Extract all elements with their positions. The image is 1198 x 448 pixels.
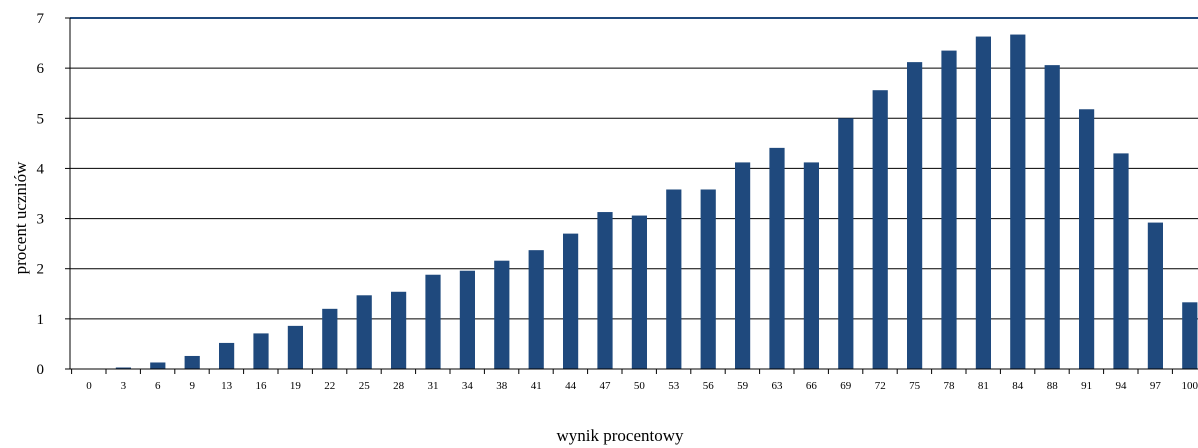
gridlines: [70, 17, 1198, 320]
x-tick-label: 16: [256, 380, 268, 392]
bar: [666, 189, 682, 369]
y-tick-label: 0: [37, 362, 45, 378]
bar: [735, 162, 751, 369]
x-tick-label: 13: [221, 380, 233, 392]
bar: [597, 212, 613, 369]
y-tick-label: 1: [37, 312, 45, 328]
bar: [528, 250, 544, 369]
y-tick-label: 6: [37, 61, 45, 77]
bar: [563, 233, 579, 369]
bar: [872, 90, 888, 369]
x-tick-label: 59: [737, 380, 749, 392]
y-tick-label: 2: [37, 262, 45, 278]
bar: [184, 355, 200, 369]
bar: [494, 260, 510, 369]
bar: [1044, 65, 1060, 370]
bars: [115, 34, 1198, 370]
x-tick-label: 28: [393, 380, 405, 392]
bar: [838, 118, 854, 370]
y-tick-label: 7: [37, 11, 45, 27]
x-tick-label: 100: [1182, 380, 1198, 392]
x-tick-label: 84: [1012, 380, 1024, 392]
bar: [391, 291, 407, 369]
x-tick-label: 97: [1150, 380, 1162, 392]
x-tick-label: 50: [634, 380, 646, 392]
bar: [287, 325, 303, 369]
bar: [1182, 302, 1198, 369]
bar: [907, 62, 923, 370]
bar: [322, 308, 338, 369]
x-tick-label: 53: [668, 380, 680, 392]
y-tick-label: 3: [37, 212, 45, 228]
x-axis-title: wynik procentowy: [556, 426, 684, 445]
bar: [425, 274, 441, 369]
x-tick-label: 81: [978, 380, 989, 392]
x-tick-label: 25: [359, 380, 371, 392]
y-tick-labels: 0 1 2 3 4 5 6 7: [37, 11, 45, 378]
bar: [700, 189, 716, 369]
x-tick-label: 66: [806, 380, 818, 392]
y-axis-title: procent uczniów: [11, 161, 30, 275]
bar: [975, 36, 991, 369]
bar: [1079, 109, 1095, 369]
bar: [769, 147, 785, 369]
x-tick-label: 72: [875, 380, 886, 392]
x-tick-label: 6: [155, 380, 161, 392]
x-tick-label: 34: [462, 380, 474, 392]
x-tick-label: 47: [600, 380, 612, 392]
bar: [459, 270, 475, 369]
x-tick-label: 94: [1116, 380, 1128, 392]
x-tick-label: 75: [909, 380, 921, 392]
x-tick-labels: 0 3 6 9 13 16 19 22 25 28 31 34 38 41 44 47 50 53 56 59 63 66…: [86, 380, 1198, 392]
bar: [631, 215, 647, 369]
x-tick-label: 3: [121, 380, 127, 392]
axes: [65, 17, 1198, 374]
bar: [1113, 153, 1129, 369]
x-tick-label: 31: [428, 380, 439, 392]
x-tick-label: 69: [840, 380, 852, 392]
x-tick-label: 9: [189, 380, 195, 392]
x-tick-label: 88: [1047, 380, 1059, 392]
bar: [253, 333, 269, 369]
y-tick-label: 5: [37, 111, 45, 127]
bar: [1147, 222, 1163, 369]
x-tick-label: 44: [565, 380, 577, 392]
y-tick-label: 4: [37, 161, 45, 177]
bar: [115, 367, 131, 369]
x-tick-label: 91: [1081, 380, 1092, 392]
x-tick-label: 78: [944, 380, 956, 392]
x-tick-label: 63: [772, 380, 784, 392]
bar: [219, 342, 235, 369]
bar: [941, 50, 957, 369]
bar: [803, 162, 819, 369]
bar: [1010, 34, 1026, 369]
x-tick-label: 19: [290, 380, 302, 392]
x-tick-label: 0: [86, 380, 92, 392]
x-tick-label: 41: [531, 380, 542, 392]
bar: [356, 295, 372, 369]
x-tick-label: 22: [324, 380, 335, 392]
bar: [150, 362, 166, 369]
x-tick-label: 38: [496, 380, 508, 392]
x-tick-label: 56: [703, 380, 715, 392]
